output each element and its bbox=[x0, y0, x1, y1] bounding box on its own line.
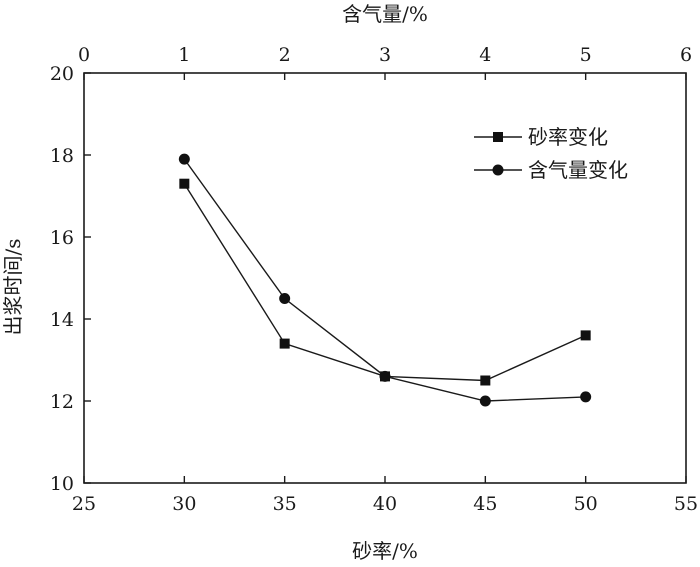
square-marker-point bbox=[179, 178, 190, 189]
square-marker-point bbox=[279, 338, 290, 349]
y-tick-label: 14 bbox=[50, 309, 74, 331]
y-tick-label: 12 bbox=[50, 391, 74, 413]
x2-tick-label: 3 bbox=[379, 44, 391, 66]
series-sand-ratio bbox=[179, 178, 591, 386]
circle-marker-point bbox=[178, 153, 190, 165]
legend-sand-ratio-label: 砂率变化 bbox=[528, 125, 608, 149]
series-sand-ratio-line bbox=[183, 183, 586, 382]
x2-tick-label: 5 bbox=[580, 44, 592, 66]
x2-axis-title: 含气量/% bbox=[342, 2, 428, 26]
y-tick-label: 20 bbox=[50, 63, 74, 85]
x-tick-label: 55 bbox=[674, 493, 698, 515]
x2-tick-label: 1 bbox=[178, 44, 190, 66]
series-layer bbox=[178, 153, 592, 407]
legend-square-marker bbox=[493, 132, 503, 142]
legend-air-content-label: 含气量变化 bbox=[528, 158, 628, 182]
x2-tick-label: 0 bbox=[78, 44, 90, 66]
square-marker-point bbox=[480, 375, 491, 386]
circle-marker-point bbox=[379, 370, 391, 382]
circle-marker-point bbox=[479, 395, 491, 407]
x-tick-label: 25 bbox=[72, 493, 96, 515]
x2-tick-label: 4 bbox=[479, 44, 491, 66]
circle-marker-point bbox=[580, 391, 592, 403]
legend-air-content: 含气量变化 bbox=[474, 158, 628, 182]
x-tick-label: 45 bbox=[473, 493, 497, 515]
x-tick-label: 50 bbox=[574, 493, 598, 515]
y-tick-label: 18 bbox=[50, 145, 74, 167]
x-axis-title: 砂率/% bbox=[352, 539, 418, 563]
x-tick-label: 35 bbox=[273, 493, 297, 515]
x2-tick-label: 6 bbox=[680, 44, 692, 66]
x-tick-label: 30 bbox=[172, 493, 196, 515]
series-air-content bbox=[178, 153, 592, 407]
circle-marker-point bbox=[279, 293, 291, 304]
x-tick-label: 40 bbox=[373, 493, 397, 515]
y-axis-title: 出浆时间/s bbox=[1, 238, 25, 335]
legend-sand-ratio: 砂率变化 bbox=[474, 125, 608, 149]
x2-tick-label: 2 bbox=[279, 44, 291, 66]
square-marker-point bbox=[580, 330, 591, 341]
y-tick-label: 16 bbox=[50, 227, 74, 249]
y-tick-label: 10 bbox=[50, 473, 74, 495]
legend-circle-marker bbox=[492, 164, 504, 176]
